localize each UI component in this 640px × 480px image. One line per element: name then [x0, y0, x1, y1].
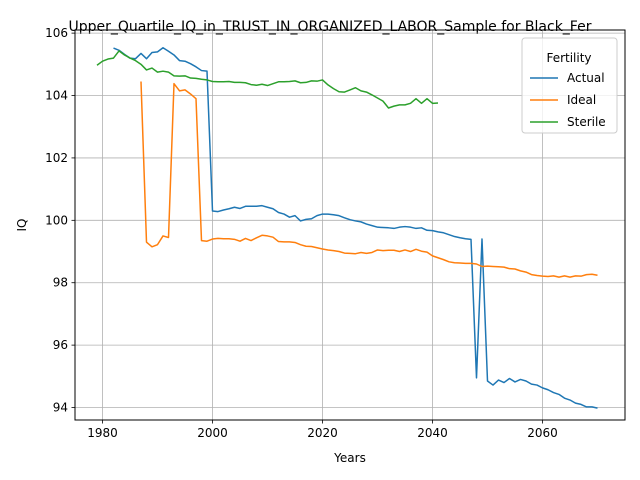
- legend-title: Fertility: [546, 51, 591, 65]
- legend-box: [521, 37, 618, 134]
- y-tick-label: 96: [53, 338, 68, 352]
- legend-label-actual: Actual: [567, 71, 605, 85]
- x-tick-label: 2000: [197, 426, 228, 440]
- legend: Fertility Actual Ideal Sterile: [521, 37, 618, 134]
- y-tick-label: 106: [45, 26, 68, 40]
- chart-title: Upper_Quartile_IQ_in_TRUST_IN_ORGANIZED_…: [69, 19, 592, 35]
- series-lines: [96, 47, 598, 409]
- series-line-sterile: [96, 50, 439, 109]
- x-tick-label: 2020: [307, 426, 338, 440]
- y-axis-label: IQ: [15, 219, 29, 232]
- x-tick-label: 1980: [87, 426, 118, 440]
- y-tick-label: 104: [45, 89, 68, 103]
- series-line-ideal: [140, 81, 598, 278]
- x-tick-label: 2040: [417, 426, 448, 440]
- y-tick-label: 98: [53, 276, 68, 290]
- y-tick-label: 94: [53, 401, 68, 415]
- legend-label-ideal: Ideal: [567, 93, 596, 107]
- y-tick-label: 100: [45, 213, 68, 227]
- x-axis-label: Years: [333, 451, 366, 465]
- series-line-actual: [113, 47, 598, 409]
- legend-label-sterile: Sterile: [567, 115, 606, 129]
- y-tick-label: 102: [45, 151, 68, 165]
- x-tick-label: 2060: [527, 426, 558, 440]
- axes-frame: [74, 29, 626, 421]
- ticks: 1980 2000 2020 2040 2060 94 96 98 100 102 104 106: [45, 26, 558, 440]
